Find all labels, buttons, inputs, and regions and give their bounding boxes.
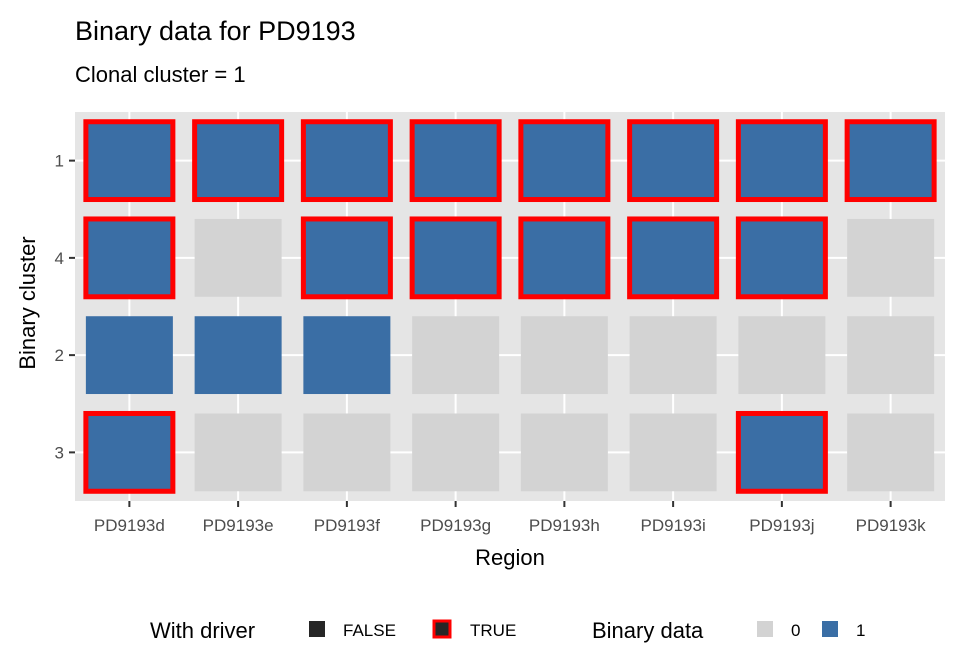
legend-label: TRUE — [470, 621, 516, 640]
legend-label: FALSE — [343, 621, 396, 640]
tiles — [83, 119, 937, 494]
tile-PD9193f-cluster-4 — [300, 216, 393, 300]
x-tick-label: PD9193i — [641, 516, 706, 535]
tile-PD9193j-cluster-1 — [735, 119, 828, 203]
legend-label: 1 — [856, 621, 865, 640]
legend-label: 0 — [791, 621, 800, 640]
tile-PD9193i-cluster-4 — [627, 216, 720, 300]
tile-PD9193k-cluster-1 — [844, 119, 937, 203]
tile-PD9193i-cluster-2 — [629, 316, 717, 395]
tile-PD9193g-cluster-1 — [409, 119, 502, 203]
tile-PD9193d-cluster-2 — [85, 316, 173, 395]
y-tick-label: 3 — [55, 443, 64, 462]
x-tick-label: PD9193h — [529, 516, 600, 535]
tile-PD9193g-cluster-4 — [409, 216, 502, 300]
tile-PD9193k-cluster-3 — [847, 413, 935, 492]
x-tick-label: PD9193d — [94, 516, 165, 535]
tile-PD9193d-cluster-3 — [83, 410, 176, 494]
tile-PD9193e-cluster-1 — [192, 119, 285, 203]
legend-key — [309, 621, 325, 637]
y-axis-title: Binary cluster — [15, 236, 40, 369]
chart-subtitle: Clonal cluster = 1 — [75, 62, 246, 87]
tile-PD9193g-cluster-3 — [412, 413, 500, 492]
tile-PD9193g-cluster-2 — [412, 316, 500, 395]
tile-PD9193h-cluster-2 — [520, 316, 608, 395]
tile-PD9193j-cluster-2 — [738, 316, 826, 395]
tile-PD9193f-cluster-1 — [300, 119, 393, 203]
tile-PD9193j-cluster-3 — [735, 410, 828, 494]
legend-key — [432, 619, 452, 639]
legend-title: Binary data — [592, 618, 704, 643]
tile-PD9193h-cluster-4 — [518, 216, 611, 300]
tile-PD9193h-cluster-1 — [518, 119, 611, 203]
tile-PD9193j-cluster-4 — [735, 216, 828, 300]
tile-PD9193i-cluster-1 — [627, 119, 720, 203]
tile-PD9193d-cluster-1 — [83, 119, 176, 203]
x-tick-label: PD9193f — [314, 516, 380, 535]
legend-key — [757, 621, 773, 637]
legend-key — [822, 621, 838, 637]
tile-PD9193i-cluster-3 — [629, 413, 717, 492]
legend: With driver FALSE TRUE Binary data 0 1 — [150, 618, 865, 643]
tile-PD9193k-cluster-2 — [847, 316, 935, 395]
tile-PD9193f-cluster-2 — [303, 316, 391, 395]
x-tick-label: PD9193e — [203, 516, 274, 535]
tile-PD9193d-cluster-4 — [83, 216, 176, 300]
x-tick-label: PD9193j — [749, 516, 814, 535]
x-tick-label: PD9193k — [856, 516, 926, 535]
y-tick-label: 1 — [55, 152, 64, 171]
tile-PD9193e-cluster-3 — [194, 413, 282, 492]
legend-title: With driver — [150, 618, 255, 643]
tile-PD9193e-cluster-4 — [194, 218, 282, 297]
tile-PD9193f-cluster-3 — [303, 413, 391, 492]
tile-PD9193k-cluster-4 — [847, 218, 935, 297]
chart-title: Binary data for PD9193 — [75, 16, 356, 46]
y-tick-label: 2 — [55, 346, 64, 365]
y-tick-label: 4 — [55, 249, 64, 268]
tile-PD9193e-cluster-2 — [194, 316, 282, 395]
x-axis: PD9193d PD9193e PD9193f PD9193g PD9193h PD919… — [94, 501, 926, 535]
x-axis-title: Region — [475, 545, 545, 570]
tile-PD9193h-cluster-3 — [520, 413, 608, 492]
x-tick-label: PD9193g — [420, 516, 491, 535]
y-axis: 1 4 2 3 — [55, 152, 75, 462]
